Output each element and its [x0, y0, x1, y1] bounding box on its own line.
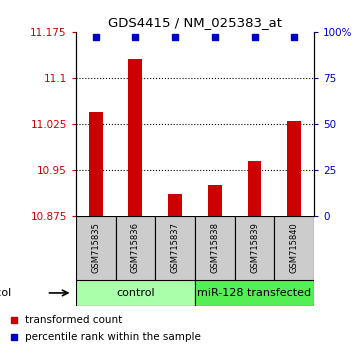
Bar: [235, 216, 274, 280]
Bar: [208, 185, 222, 216]
Text: miR-128 transfected: miR-128 transfected: [197, 288, 312, 298]
Title: GDS4415 / NM_025383_at: GDS4415 / NM_025383_at: [108, 16, 282, 29]
Bar: [76, 216, 116, 280]
Bar: [129, 59, 142, 216]
Bar: [274, 216, 314, 280]
Bar: [116, 216, 155, 280]
Bar: [76, 280, 195, 306]
Bar: [89, 112, 103, 216]
Text: GSM715839: GSM715839: [250, 222, 259, 273]
Bar: [248, 161, 261, 216]
Text: GSM715836: GSM715836: [131, 222, 140, 273]
Text: protocol: protocol: [0, 288, 11, 298]
Bar: [287, 121, 301, 216]
Bar: [195, 216, 235, 280]
Bar: [195, 280, 314, 306]
Text: transformed count: transformed count: [25, 315, 122, 325]
Text: control: control: [116, 288, 155, 298]
Text: GSM715837: GSM715837: [171, 222, 179, 273]
Bar: [155, 216, 195, 280]
Text: GSM715838: GSM715838: [210, 222, 219, 273]
Text: GSM715835: GSM715835: [91, 222, 100, 273]
Text: GSM715840: GSM715840: [290, 222, 299, 273]
Bar: [168, 194, 182, 216]
Text: percentile rank within the sample: percentile rank within the sample: [25, 332, 201, 342]
